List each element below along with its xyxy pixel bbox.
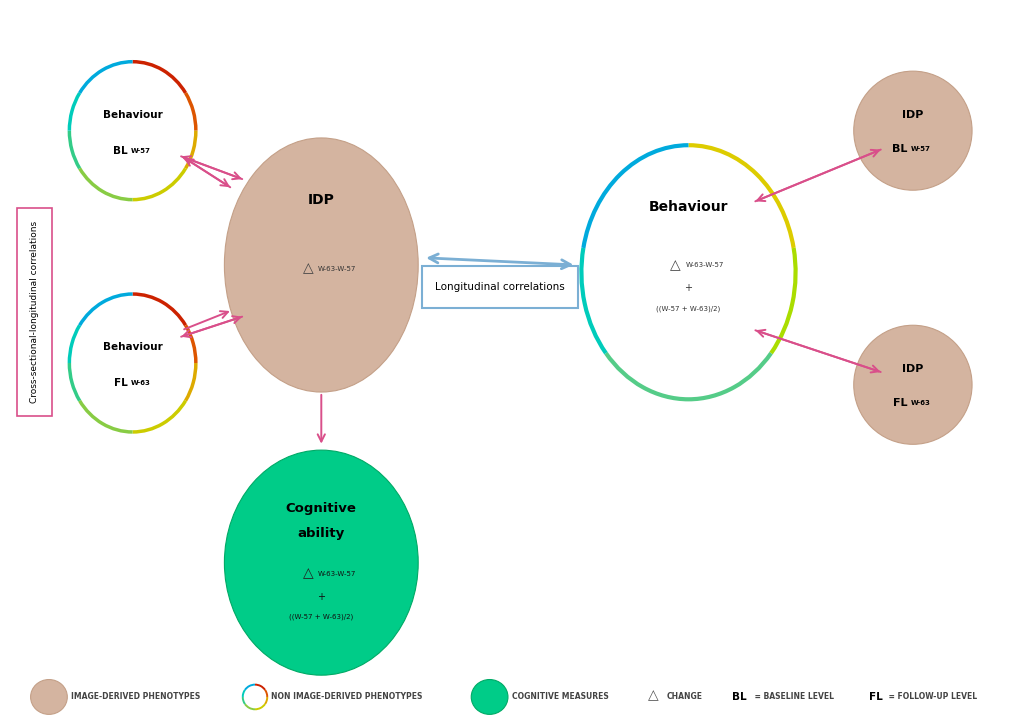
Text: W-63-W-57: W-63-W-57 — [318, 571, 357, 576]
Text: +: + — [317, 592, 325, 603]
Text: W-63: W-63 — [130, 380, 150, 386]
Ellipse shape — [853, 325, 971, 444]
Ellipse shape — [853, 71, 971, 190]
Text: BL: BL — [892, 144, 907, 154]
Text: FL: FL — [893, 398, 907, 408]
Ellipse shape — [224, 450, 418, 675]
Ellipse shape — [243, 685, 267, 709]
Text: BL: BL — [113, 146, 127, 156]
Text: IMAGE-DERIVED PHENOTYPES: IMAGE-DERIVED PHENOTYPES — [71, 693, 201, 701]
Text: W-57: W-57 — [130, 148, 150, 154]
Text: Behaviour: Behaviour — [103, 110, 162, 120]
Text: ((W-57 + W-63)/2): ((W-57 + W-63)/2) — [656, 306, 719, 311]
FancyBboxPatch shape — [17, 208, 52, 416]
Ellipse shape — [581, 145, 795, 399]
Text: = FOLLOW-UP LEVEL: = FOLLOW-UP LEVEL — [886, 693, 976, 701]
Text: △: △ — [303, 261, 313, 276]
Text: IDP: IDP — [902, 110, 922, 120]
Text: COGNITIVE MEASURES: COGNITIVE MEASURES — [512, 693, 608, 701]
Text: W-57: W-57 — [910, 146, 929, 152]
Text: △: △ — [669, 258, 680, 272]
Text: Behaviour: Behaviour — [103, 342, 162, 352]
Text: FL: FL — [114, 378, 127, 388]
Text: △: △ — [647, 688, 657, 703]
Ellipse shape — [69, 62, 196, 200]
Text: ability: ability — [298, 527, 344, 540]
Text: Cross-sectional-longitudinal correlations: Cross-sectional-longitudinal correlation… — [31, 221, 39, 403]
Text: = BASELINE LEVEL: = BASELINE LEVEL — [751, 693, 833, 701]
Text: ((W-57 + W-63)/2): ((W-57 + W-63)/2) — [289, 614, 353, 620]
Text: W-63-W-57: W-63-W-57 — [318, 266, 357, 272]
Text: △: △ — [303, 566, 313, 581]
Text: NON IMAGE-DERIVED PHENOTYPES: NON IMAGE-DERIVED PHENOTYPES — [271, 693, 422, 701]
Text: W-63: W-63 — [910, 400, 929, 406]
Text: W-63-W-57: W-63-W-57 — [685, 262, 723, 268]
Text: IDP: IDP — [902, 364, 922, 374]
FancyBboxPatch shape — [422, 266, 577, 308]
Ellipse shape — [471, 680, 507, 714]
Ellipse shape — [31, 680, 67, 714]
Text: Behaviour: Behaviour — [648, 200, 728, 214]
Ellipse shape — [69, 294, 196, 432]
Text: IDP: IDP — [308, 192, 334, 207]
Text: +: + — [684, 283, 692, 293]
Text: CHANGE: CHANGE — [666, 693, 702, 701]
Text: BL: BL — [732, 692, 746, 702]
Ellipse shape — [224, 138, 418, 392]
Text: Cognitive: Cognitive — [285, 502, 357, 515]
Text: FL: FL — [868, 692, 881, 702]
Text: Longitudinal correlations: Longitudinal correlations — [434, 282, 565, 292]
